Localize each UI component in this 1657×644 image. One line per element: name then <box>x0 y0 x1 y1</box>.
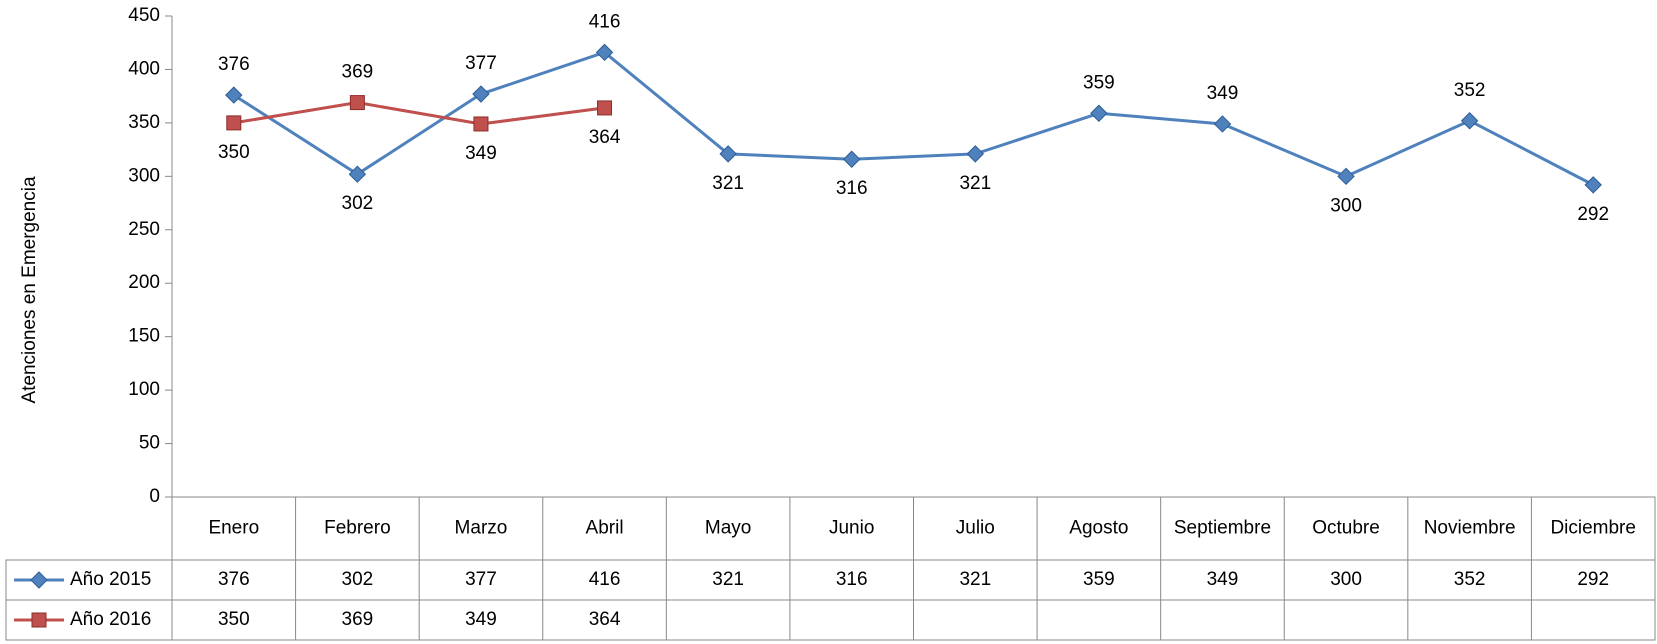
table-value: 376 <box>218 569 250 590</box>
marker <box>597 100 613 116</box>
y-tick-label: 150 <box>128 326 160 347</box>
table-cell <box>5 599 1656 641</box>
y-tick-label: 300 <box>128 165 160 186</box>
data-label: 349 <box>465 143 497 164</box>
table-value: 416 <box>589 569 621 590</box>
x-tick-label: Febrero <box>324 518 391 539</box>
data-label: 316 <box>836 178 868 199</box>
x-tick-label: Marzo <box>455 518 508 539</box>
y-tick-label: 450 <box>128 5 160 26</box>
data-label: 352 <box>1454 80 1486 101</box>
data-label: 376 <box>218 54 250 75</box>
data-label: 321 <box>959 173 991 194</box>
y-axis-label: Atenciones en Emergencia <box>19 176 40 404</box>
x-tick-label: Agosto <box>1069 518 1128 539</box>
y-tick-label: 0 <box>149 486 160 507</box>
marker <box>472 85 490 103</box>
table-value: 321 <box>712 569 744 590</box>
marker <box>349 95 365 111</box>
series-line <box>233 101 605 126</box>
legend-label: Año 2016 <box>70 609 151 630</box>
data-label: 300 <box>1330 195 1362 216</box>
series-line <box>232 50 1594 187</box>
data-label: 302 <box>342 193 374 214</box>
x-tick-label: Enero <box>208 518 259 539</box>
x-tick-label: Octubre <box>1312 518 1380 539</box>
y-tick-label: 400 <box>128 58 160 79</box>
table-value: 352 <box>1454 569 1486 590</box>
data-label: 359 <box>1083 72 1115 93</box>
marker <box>1213 115 1232 133</box>
data-label: 369 <box>342 62 374 83</box>
y-tick-label: 200 <box>128 272 160 293</box>
marker <box>348 165 367 183</box>
x-tick-label: Noviembre <box>1424 518 1516 539</box>
marker <box>595 43 614 62</box>
table-value: 369 <box>342 609 374 630</box>
table-value: 292 <box>1577 569 1609 590</box>
data-label: 350 <box>218 142 250 163</box>
table-value: 316 <box>836 569 868 590</box>
marker <box>226 115 242 131</box>
marker <box>473 116 489 132</box>
x-tick-label: Septiembre <box>1174 518 1271 539</box>
table-value: 359 <box>1083 569 1115 590</box>
x-tick-label: Julio <box>956 518 995 539</box>
data-label: 292 <box>1577 204 1609 225</box>
table-value: 300 <box>1330 569 1362 590</box>
table-value: 350 <box>218 609 250 630</box>
table-value: 364 <box>589 609 621 630</box>
x-tick-label: Abril <box>586 518 624 539</box>
data-label: 377 <box>465 53 497 74</box>
table-value: 302 <box>342 569 374 590</box>
x-tick-label: Junio <box>829 518 874 539</box>
y-tick-label: 100 <box>128 379 160 400</box>
data-label: 349 <box>1207 83 1239 104</box>
marker <box>31 612 47 628</box>
marker <box>1584 176 1602 194</box>
table-value: 349 <box>465 609 497 630</box>
x-tick-label: Mayo <box>705 518 751 539</box>
table-value: 349 <box>1207 569 1239 590</box>
marker <box>30 571 48 589</box>
marker <box>1337 167 1355 186</box>
marker <box>1460 112 1479 130</box>
marker <box>225 86 243 104</box>
marker <box>719 145 737 163</box>
data-label: 416 <box>589 11 621 32</box>
y-tick-label: 350 <box>128 112 160 133</box>
table-value: 377 <box>465 569 497 590</box>
y-tick-label: 250 <box>128 219 160 240</box>
marker <box>966 145 984 163</box>
data-label: 321 <box>712 173 744 194</box>
y-tick-label: 50 <box>139 433 160 454</box>
marker <box>843 150 861 168</box>
legend-label: Año 2015 <box>70 569 151 590</box>
marker <box>1090 104 1108 122</box>
data-label: 364 <box>589 127 621 148</box>
table-value: 321 <box>959 569 991 590</box>
x-tick-label: Diciembre <box>1550 518 1636 539</box>
